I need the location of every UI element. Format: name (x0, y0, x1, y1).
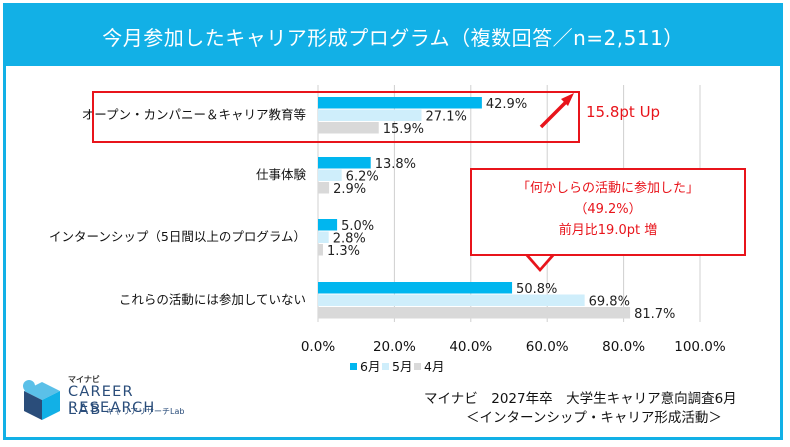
category-label: インターンシップ（5日間以上のプログラム） (49, 229, 306, 244)
callout-box: 「何かしらの活動に参加した」 （49.2%） 前月比19.0pt 増 (470, 168, 746, 256)
data-label: 2.9% (333, 182, 366, 197)
source-line-2: ＜インターンシップ・キャリア形成活動＞ (466, 410, 722, 426)
legend-label: 4月 (424, 359, 444, 374)
bar-4月 (318, 122, 379, 134)
callout-tail-inner (527, 253, 553, 268)
bar-4月 (318, 244, 323, 256)
legend-swatch-5月 (382, 363, 389, 370)
bar-4月 (318, 182, 330, 194)
highlight-box (92, 91, 580, 143)
x-tick-label: 20.0% (373, 339, 416, 355)
source-line-1: マイナビ 2027年卒 大学生キャリア意向調査6月 (424, 391, 737, 407)
chart-title: 今月参加したキャリア形成プログラム（複数回答／n=2,511） (6, 6, 780, 66)
x-tick-label: 60.0% (526, 339, 569, 355)
bar-5月 (318, 294, 585, 306)
data-label: 50.8% (516, 282, 557, 297)
data-label: 81.7% (634, 307, 675, 322)
callout-line-3: 前月比19.0pt 増 (558, 223, 658, 238)
callout-line-2: （49.2%） (574, 202, 642, 217)
data-label: 15.9% (383, 122, 424, 137)
logo-main-text: CAREER RESEARCH (68, 384, 156, 416)
data-label: 5.0% (341, 219, 374, 234)
career-research-lab-logo: マイナビ CAREER RESEARCH LAB キャリアリサーチLab (20, 374, 220, 424)
bar-5月 (318, 109, 422, 121)
category-label: 仕事体験 (256, 167, 307, 182)
x-tick-label: 0.0% (301, 339, 335, 355)
bar-6月 (318, 157, 371, 169)
bar-5月 (318, 169, 342, 181)
up-arrow-head (561, 93, 574, 106)
logo-sub-text: キャリアリサーチLab (106, 407, 185, 416)
data-label: 6.2% (346, 170, 379, 185)
data-label: 1.3% (327, 244, 360, 259)
x-tick-label: 80.0% (602, 339, 645, 355)
logo-lab-text: LAB (68, 402, 103, 418)
legend-swatch-4月 (414, 363, 421, 370)
data-label: 13.8% (375, 157, 416, 172)
data-label: 69.8% (589, 295, 630, 310)
bar-6月 (318, 282, 513, 294)
legend-label: 6月 (360, 359, 380, 374)
data-label: 27.1% (426, 110, 467, 125)
logo-small-text: マイナビ (68, 375, 100, 384)
callout-line-1: 「何かしらの活動に参加した」 (516, 181, 699, 196)
cube-logo-icon (23, 380, 60, 420)
bar-6月 (318, 97, 482, 109)
legend-swatch-6月 (350, 363, 357, 370)
category-label: オープン・カンパニー＆キャリア教育等 (82, 107, 306, 122)
legend-label: 5月 (392, 359, 412, 374)
data-label: 2.8% (333, 232, 366, 247)
category-label: これらの活動には参加していない (119, 292, 306, 307)
up-annotation: 15.8pt Up (586, 103, 661, 121)
x-tick-label: 40.0% (449, 339, 492, 355)
up-arrow-shaft (539, 99, 569, 129)
bar-4月 (318, 307, 631, 319)
bar-6月 (318, 219, 338, 231)
bar-5月 (318, 231, 329, 243)
data-label: 42.9% (486, 97, 527, 112)
x-tick-label: 100.0% (674, 339, 726, 355)
